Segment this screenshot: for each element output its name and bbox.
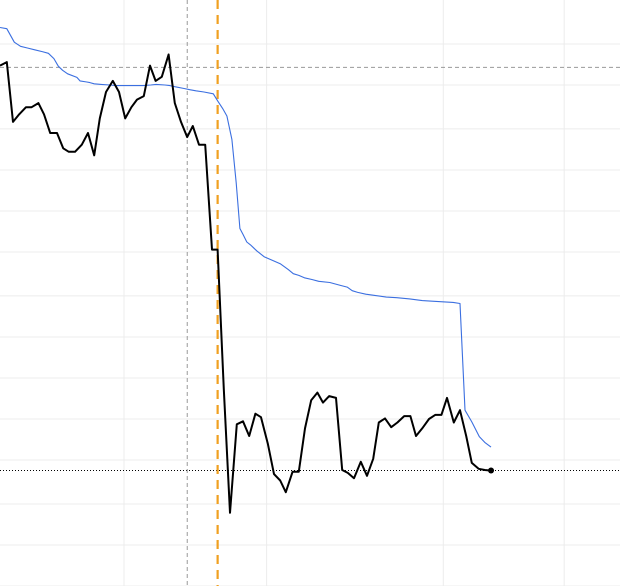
series-line-main xyxy=(0,53,492,514)
series-line-blue xyxy=(0,26,492,448)
series-group xyxy=(0,26,495,514)
last-point-marker xyxy=(488,467,495,474)
